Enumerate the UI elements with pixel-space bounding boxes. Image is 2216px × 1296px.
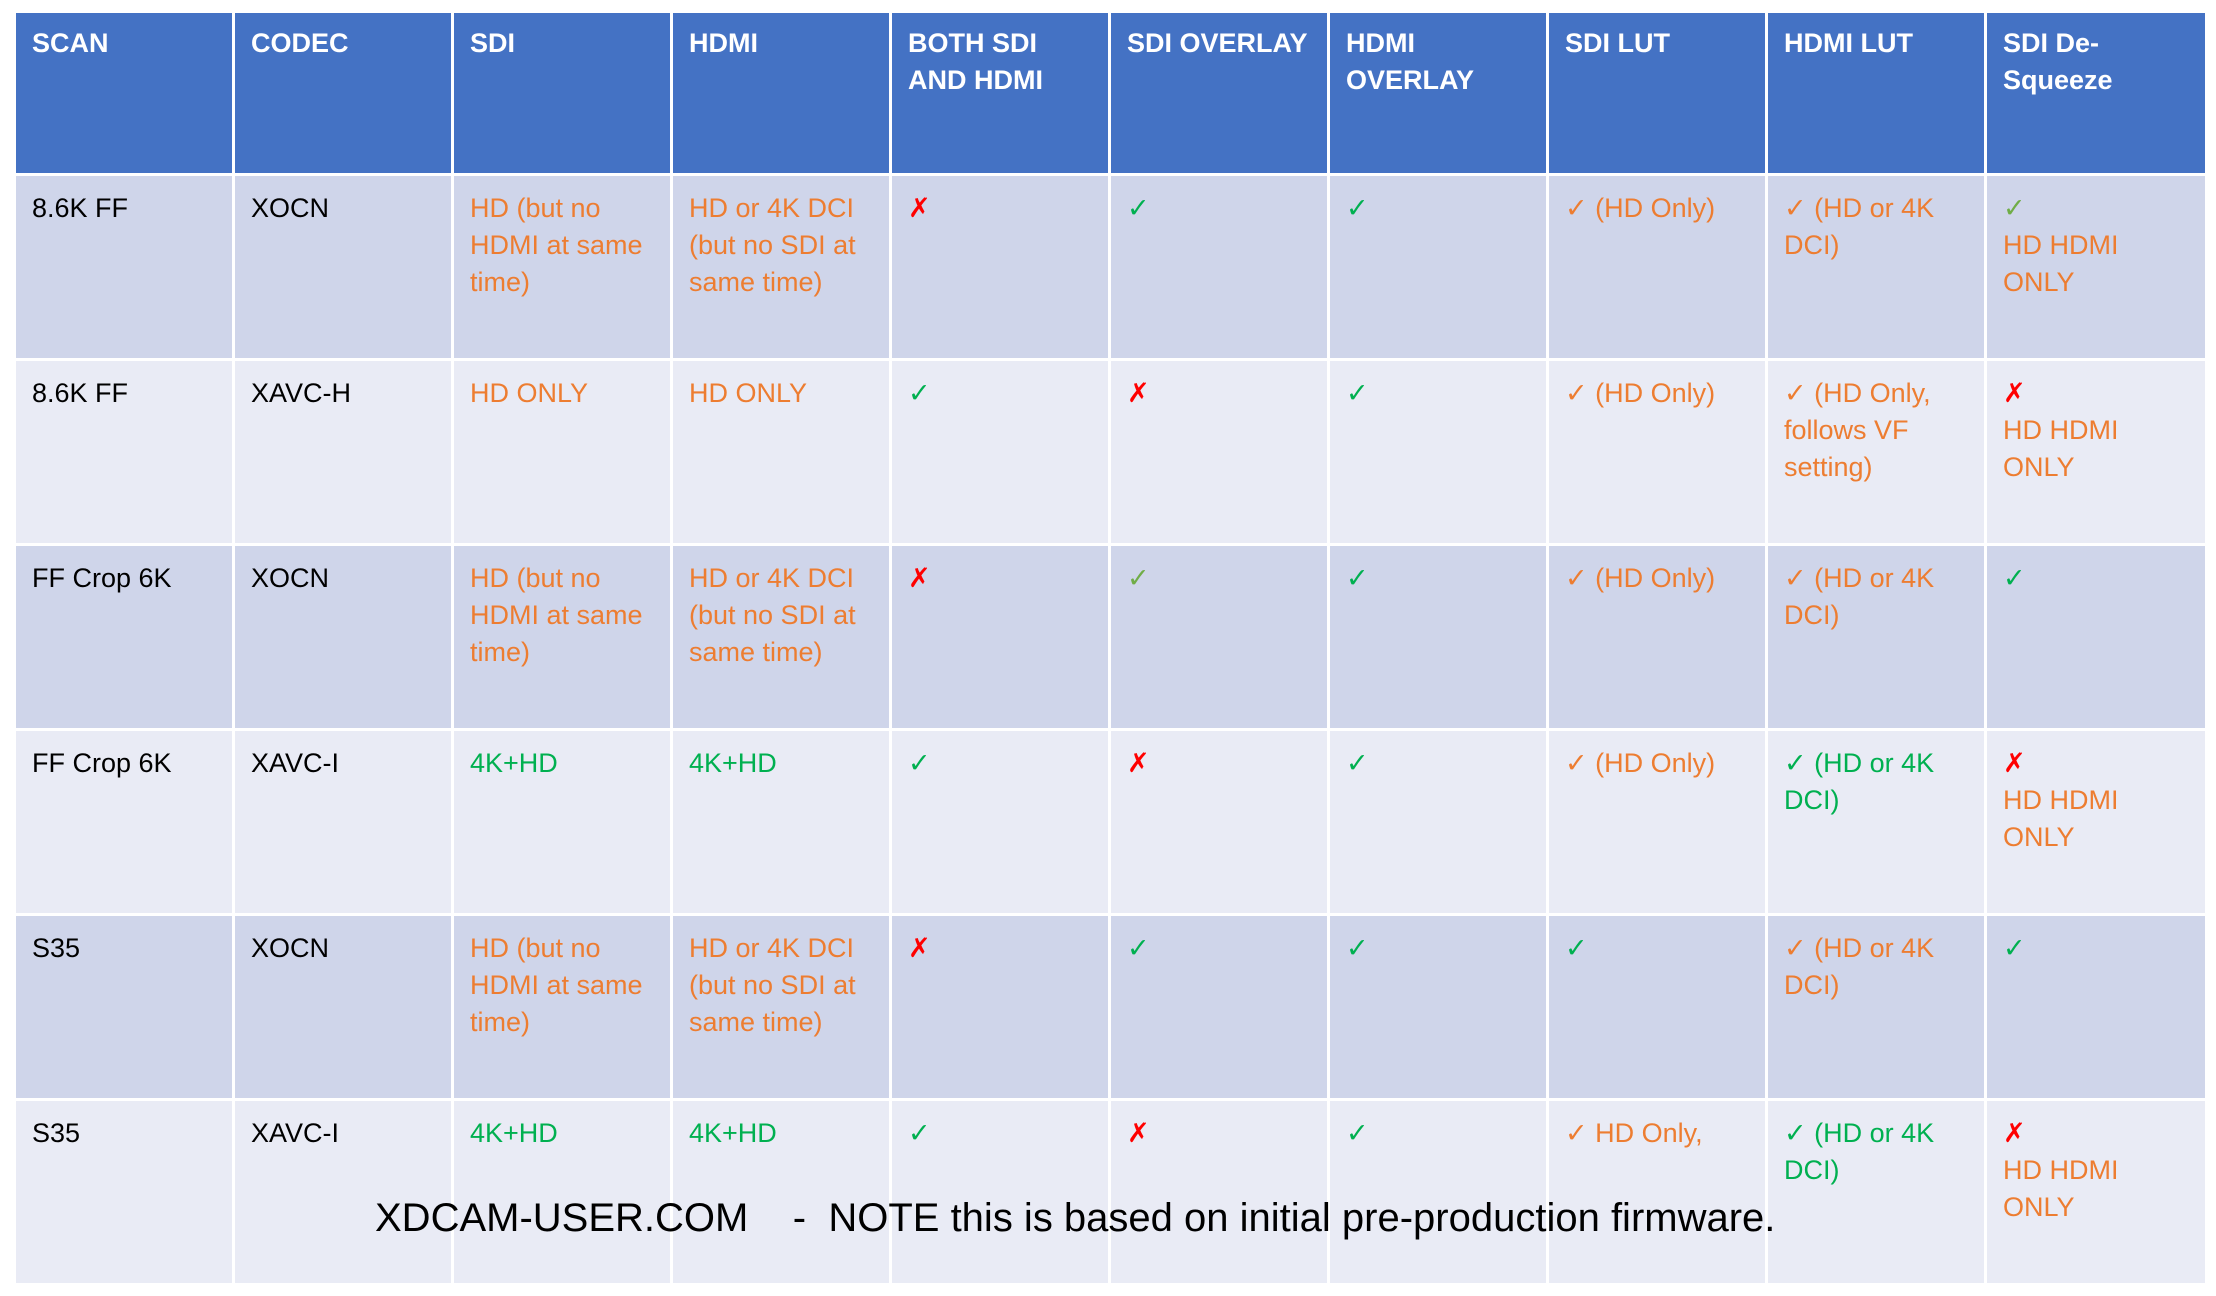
cell-sdi-lut: ✓ (HD Only): [1546, 173, 1768, 361]
header-sdi-overlay: SDI OVERLAY: [1108, 10, 1330, 176]
desqueeze-note: HD HDMI ONLY: [2003, 785, 2119, 852]
table-row: S35 XAVC-I 4K+HD 4K+HD ✓ ✗ ✓ ✓ HD Only, …: [13, 1098, 2208, 1286]
desqueeze-note: HD HDMI ONLY: [2003, 1155, 2119, 1222]
cell-scan: FF Crop 6K: [13, 728, 235, 916]
desqueeze-note: HD HDMI ONLY: [2003, 415, 2119, 482]
cell-desqueeze: ✓: [1984, 543, 2208, 731]
table-row: 8.6K FF XAVC-H HD ONLY HD ONLY ✓ ✗ ✓ ✓ (…: [13, 358, 2208, 546]
cell-scan: S35: [13, 1098, 235, 1286]
desqueeze-cross-icon: ✗: [2003, 748, 2026, 779]
cell-sdi-overlay-cross-icon: ✗: [1108, 358, 1330, 546]
cell-desqueeze: ✓ HD HDMI ONLY: [1984, 173, 2208, 361]
cell-both-check-icon: ✓: [889, 1098, 1111, 1286]
cell-scan: FF Crop 6K: [13, 543, 235, 731]
cell-sdi: HD ONLY: [451, 358, 673, 546]
cell-codec: XOCN: [232, 173, 454, 361]
cell-sdi-overlay-check-icon: ✓: [1108, 543, 1330, 731]
cell-desqueeze: ✗ HD HDMI ONLY: [1984, 1098, 2208, 1286]
header-hdmi-overlay: HDMI OVERLAY: [1327, 10, 1549, 176]
table-row: FF Crop 6K XAVC-I 4K+HD 4K+HD ✓ ✗ ✓ ✓ (H…: [13, 728, 2208, 916]
desqueeze-check-icon: ✓: [2003, 563, 2026, 594]
cell-codec: XAVC-H: [232, 358, 454, 546]
cell-hdmi-overlay-check-icon: ✓: [1327, 1098, 1549, 1286]
header-hdmi: HDMI: [670, 10, 892, 176]
table-row: FF Crop 6K XOCN HD (but no HDMI at same …: [13, 543, 2208, 731]
cell-scan: S35: [13, 913, 235, 1101]
cell-hdmi-overlay-check-icon: ✓: [1327, 173, 1549, 361]
header-codec: CODEC: [232, 10, 454, 176]
cell-codec: XOCN: [232, 913, 454, 1101]
footer-note: XDCAM-USER.COM - NOTE this is based on i…: [375, 1196, 1776, 1240]
cell-hdmi-overlay-check-icon: ✓: [1327, 728, 1549, 916]
cell-hdmi-overlay-check-icon: ✓: [1327, 543, 1549, 731]
cell-hdmi-lut: ✓ (HD or 4K DCI): [1765, 543, 1987, 731]
cell-sdi: 4K+HD: [451, 728, 673, 916]
header-sdi-desqueeze: SDI De-Squeeze: [1984, 10, 2208, 176]
cell-both-check-icon: ✓: [889, 358, 1111, 546]
cell-hdmi: HD ONLY: [670, 358, 892, 546]
cell-hdmi-lut: ✓ (HD Only, follows VF setting): [1765, 358, 1987, 546]
table-row: 8.6K FF XOCN HD (but no HDMI at same tim…: [13, 173, 2208, 361]
header-sdi-lut: SDI LUT: [1546, 10, 1768, 176]
cell-sdi-lut-check-icon: ✓: [1546, 913, 1768, 1101]
cell-sdi: HD (but no HDMI at same time): [451, 913, 673, 1101]
header-scan: SCAN: [13, 10, 235, 176]
cell-sdi: HD (but no HDMI at same time): [451, 173, 673, 361]
cell-sdi-overlay-cross-icon: ✗: [1108, 728, 1330, 916]
cell-sdi-lut: ✓ HD Only,: [1546, 1098, 1768, 1286]
cell-both-cross-icon: ✗: [889, 173, 1111, 361]
cell-desqueeze: ✗ HD HDMI ONLY: [1984, 728, 2208, 916]
cell-hdmi-lut: ✓ (HD or 4K DCI): [1765, 173, 1987, 361]
output-capabilities-table: SCAN CODEC SDI HDMI BOTH SDI AND HDMI SD…: [13, 10, 2208, 1286]
desqueeze-check-icon: ✓: [2003, 933, 2026, 964]
cell-scan: 8.6K FF: [13, 173, 235, 361]
cell-hdmi: HD or 4K DCI (but no SDI at same time): [670, 543, 892, 731]
cell-hdmi-lut: ✓ (HD or 4K DCI): [1765, 1098, 1987, 1286]
table-row: S35 XOCN HD (but no HDMI at same time) H…: [13, 913, 2208, 1101]
cell-sdi-lut: ✓ (HD Only): [1546, 728, 1768, 916]
cell-hdmi-lut: ✓ (HD or 4K DCI): [1765, 728, 1987, 916]
cell-both-cross-icon: ✗: [889, 543, 1111, 731]
cell-both-cross-icon: ✗: [889, 913, 1111, 1101]
cell-both-check-icon: ✓: [889, 728, 1111, 916]
desqueeze-note: HD HDMI ONLY: [2003, 230, 2119, 297]
cell-sdi-overlay-cross-icon: ✗: [1108, 1098, 1330, 1286]
cell-desqueeze: ✗ HD HDMI ONLY: [1984, 358, 2208, 546]
cell-hdmi: HD or 4K DCI (but no SDI at same time): [670, 173, 892, 361]
cell-sdi: 4K+HD: [451, 1098, 673, 1286]
header-sdi: SDI: [451, 10, 673, 176]
cell-hdmi-lut: ✓ (HD or 4K DCI): [1765, 913, 1987, 1101]
desqueeze-check-icon: ✓: [2003, 193, 2026, 224]
cell-scan: 8.6K FF: [13, 358, 235, 546]
cell-sdi: HD (but no HDMI at same time): [451, 543, 673, 731]
cell-sdi-lut: ✓ (HD Only): [1546, 358, 1768, 546]
cell-sdi-overlay-check-icon: ✓: [1108, 913, 1330, 1101]
cell-hdmi: HD or 4K DCI (but no SDI at same time): [670, 913, 892, 1101]
desqueeze-cross-icon: ✗: [2003, 1118, 2026, 1149]
cell-sdi-overlay-check-icon: ✓: [1108, 173, 1330, 361]
cell-desqueeze: ✓: [1984, 913, 2208, 1101]
cell-codec: XAVC-I: [232, 728, 454, 916]
header-row: SCAN CODEC SDI HDMI BOTH SDI AND HDMI SD…: [13, 10, 2208, 176]
cell-hdmi: 4K+HD: [670, 728, 892, 916]
cell-hdmi: 4K+HD: [670, 1098, 892, 1286]
cell-codec: XOCN: [232, 543, 454, 731]
header-both-sdi-and-hdmi: BOTH SDI AND HDMI: [889, 10, 1111, 176]
desqueeze-cross-icon: ✗: [2003, 378, 2026, 409]
cell-hdmi-overlay-check-icon: ✓: [1327, 913, 1549, 1101]
cell-hdmi-overlay-check-icon: ✓: [1327, 358, 1549, 546]
header-hdmi-lut: HDMI LUT: [1765, 10, 1987, 176]
cell-codec: XAVC-I: [232, 1098, 454, 1286]
cell-sdi-lut: ✓ (HD Only): [1546, 543, 1768, 731]
